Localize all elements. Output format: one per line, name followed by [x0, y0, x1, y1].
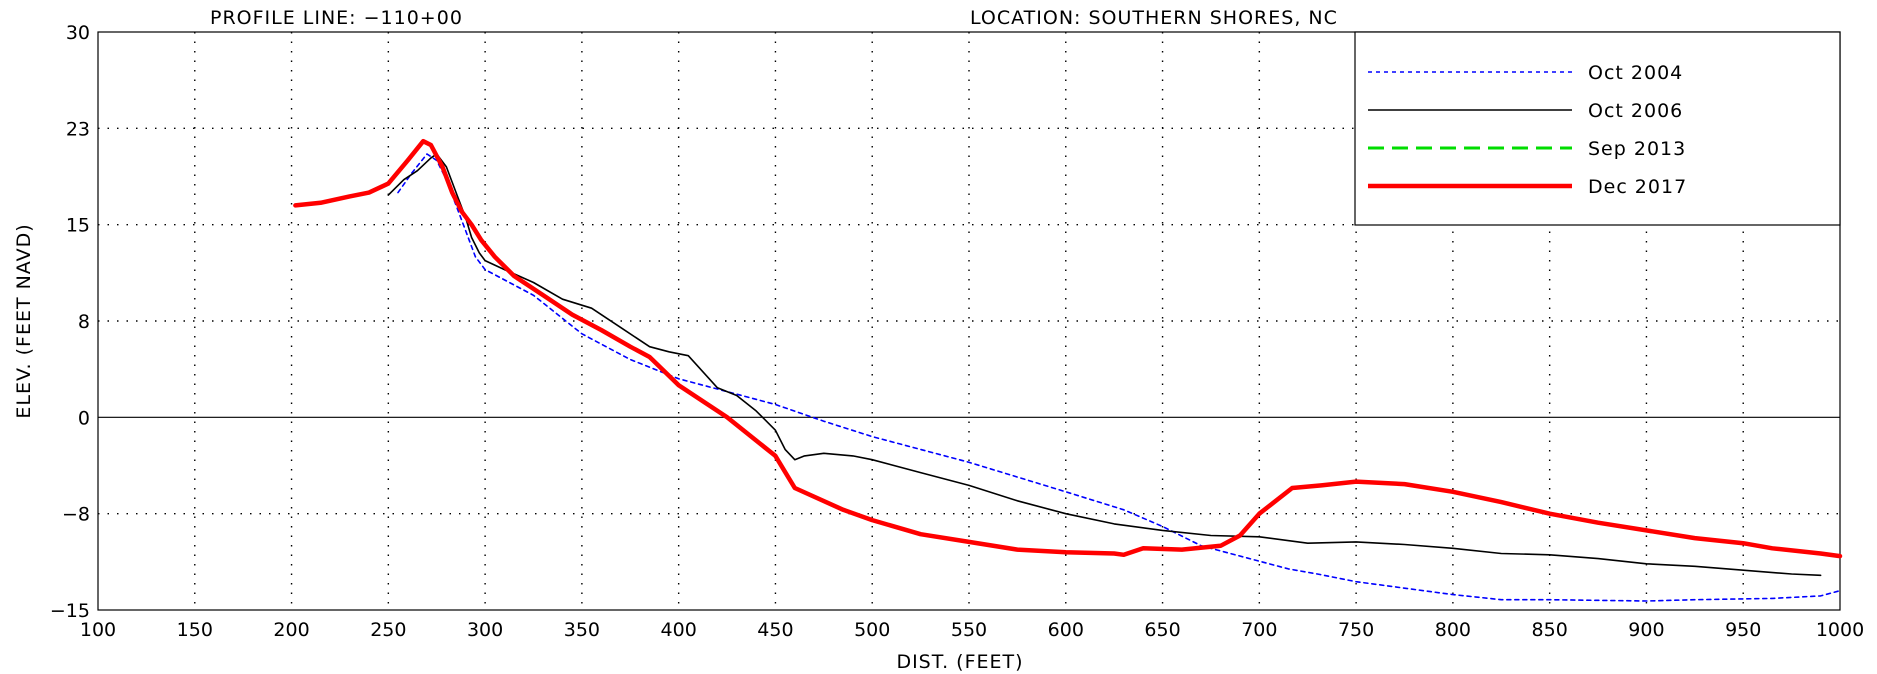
- x-tick-label: 550: [951, 619, 987, 641]
- x-tick-label: 500: [854, 619, 890, 641]
- location-label: LOCATION: SOUTHERN SHORES, NC: [970, 7, 1338, 29]
- x-tick-label: 350: [564, 619, 600, 641]
- x-tick-label: 750: [1338, 619, 1374, 641]
- y-tick-label: 30: [66, 22, 90, 44]
- x-tick-label: 100: [80, 619, 116, 641]
- y-tick-label: −8: [62, 504, 90, 526]
- y-tick-labels: −15 −8 0 8 15 23 30: [50, 22, 90, 622]
- series-line-oct-2006: [387, 153, 1822, 577]
- x-axis-label: DIST. (FEET): [896, 651, 1023, 673]
- legend-box: [1354, 31, 1841, 226]
- profile-line-label: PROFILE LINE: −110+00: [210, 7, 463, 29]
- x-tick-label: 650: [1144, 619, 1180, 641]
- x-tick-label: 600: [1048, 619, 1084, 641]
- x-tick-labels: 100 150 200 250 300 350 400 450 500 550 600 650 700 7…: [80, 619, 1864, 641]
- x-tick-label: 450: [757, 619, 793, 641]
- legend-label: Oct 2006: [1588, 100, 1683, 122]
- x-tick-label: 200: [273, 619, 309, 641]
- x-tick-label: 150: [177, 619, 213, 641]
- y-tick-label: 23: [66, 118, 90, 140]
- x-tick-label: 900: [1628, 619, 1664, 641]
- y-tick-label: −15: [50, 600, 90, 622]
- x-tick-label: 400: [661, 619, 697, 641]
- y-tick-label: 8: [78, 311, 90, 333]
- legend-label: Sep 2013: [1588, 138, 1686, 160]
- plot-frame: [97, 31, 1841, 611]
- x-tick-label: 950: [1725, 619, 1761, 641]
- x-tick-label: 250: [370, 619, 406, 641]
- legend-label: Oct 2004: [1588, 62, 1683, 84]
- y-axis-label: ELEV. (FEET NAVD): [13, 223, 35, 418]
- x-tick-label: 800: [1435, 619, 1471, 641]
- x-tick-label: 700: [1241, 619, 1277, 641]
- x-tick-label: 1000: [1816, 619, 1864, 641]
- y-tick-label: 0: [78, 407, 90, 429]
- x-tick-label: 850: [1532, 619, 1568, 641]
- legend-label: Dec 2017: [1588, 176, 1687, 198]
- series-lines: [293, 138, 1843, 602]
- legend: Oct 2004 Oct 2006 Sep 2013 Dec 2017: [1354, 31, 1841, 226]
- series-line-oct-2004: [397, 153, 1841, 602]
- x-tick-label: 300: [467, 619, 503, 641]
- series-line-dec-2017: [293, 138, 1843, 559]
- y-tick-label: 15: [66, 215, 90, 237]
